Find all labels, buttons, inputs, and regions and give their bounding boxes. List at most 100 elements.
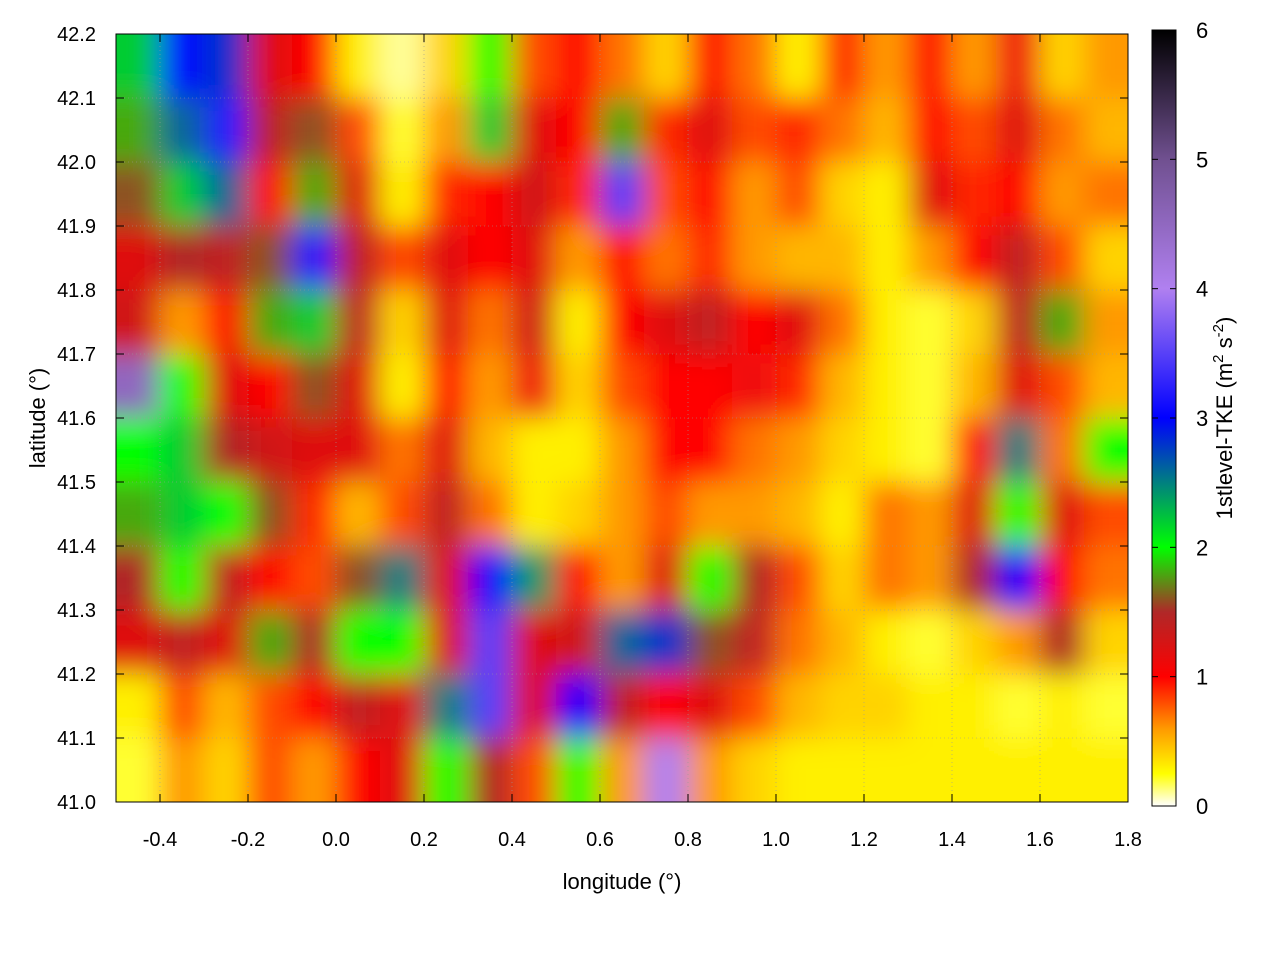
- heatmap-cell: [952, 610, 997, 675]
- heatmap-cell: [248, 482, 293, 547]
- heatmap-cell: [248, 674, 293, 739]
- heatmap-cell: [908, 162, 953, 227]
- heatmap-cell: [204, 418, 249, 483]
- heatmap-cell: [556, 546, 601, 611]
- heatmap-cell: [380, 610, 425, 675]
- heatmap-cell: [908, 34, 953, 99]
- heatmap-cell: [468, 34, 513, 99]
- heatmap-cell: [116, 226, 161, 291]
- y-tick-label: 41.6: [57, 408, 96, 430]
- heatmap-cell: [468, 546, 513, 611]
- heatmap-cell: [952, 226, 997, 291]
- heatmap-cell: [644, 226, 689, 291]
- heatmap-cell: [776, 610, 821, 675]
- x-axis-label: longitude (°): [563, 869, 682, 894]
- heatmap-cell: [556, 162, 601, 227]
- heatmap-cell: [996, 482, 1041, 547]
- heatmap-cell: [864, 674, 909, 739]
- heatmap-cell: [600, 34, 645, 99]
- heatmap-cell: [952, 98, 997, 163]
- heatmap-cell: [996, 674, 1041, 739]
- heatmap-cell: [116, 674, 161, 739]
- heatmap-cell: [1084, 226, 1128, 291]
- heatmap-cell: [952, 290, 997, 355]
- heatmap-cell: [336, 34, 381, 99]
- x-tick-label: 0.8: [674, 829, 702, 851]
- heatmap-cell: [644, 290, 689, 355]
- heatmap-cell: [1040, 610, 1085, 675]
- heatmap-cell: [160, 610, 205, 675]
- heatmap-cell: [336, 162, 381, 227]
- heatmap-cell: [116, 610, 161, 675]
- heatmap-cell: [424, 482, 469, 547]
- heatmap-cell: [864, 226, 909, 291]
- heatmap-cell: [468, 674, 513, 739]
- heatmap-cell: [776, 738, 821, 802]
- heatmap-cell: [160, 226, 205, 291]
- heatmap-cell: [600, 162, 645, 227]
- heatmap-cell: [556, 98, 601, 163]
- heatmap-cell: [732, 738, 777, 802]
- heatmap-cell: [424, 226, 469, 291]
- heatmap-cell: [996, 610, 1041, 675]
- heatmap-cell: [952, 738, 997, 802]
- heatmap-cell: [688, 98, 733, 163]
- heatmap-cell: [468, 482, 513, 547]
- heatmap-cell: [512, 674, 557, 739]
- heatmap-cell: [512, 354, 557, 419]
- heatmap-cell: [248, 290, 293, 355]
- heatmap-cell: [424, 98, 469, 163]
- heatmap-cell: [1040, 418, 1085, 483]
- heatmap-cell: [600, 354, 645, 419]
- heatmap-cell: [1040, 226, 1085, 291]
- heatmap-cell: [1084, 290, 1128, 355]
- heatmap-cell: [380, 546, 425, 611]
- heatmap-cell: [468, 162, 513, 227]
- x-tick-label: 0.2: [410, 829, 438, 851]
- heatmap-cell: [644, 418, 689, 483]
- heatmap-cell: [556, 290, 601, 355]
- x-tick-label: 1.0: [762, 829, 790, 851]
- heatmap-cell: [160, 738, 205, 802]
- heatmap-cell: [776, 290, 821, 355]
- heatmap-cell: [732, 610, 777, 675]
- heatmap-cell: [644, 482, 689, 547]
- heatmap-cell: [468, 226, 513, 291]
- heatmap-cell: [1040, 738, 1085, 802]
- heatmap-cell: [996, 34, 1041, 99]
- heatmap-cell: [292, 354, 337, 419]
- heatmap-cell: [1040, 290, 1085, 355]
- heatmap-cell: [688, 482, 733, 547]
- heatmap-cell: [864, 162, 909, 227]
- heatmap-cell: [380, 34, 425, 99]
- heatmap-cell: [292, 674, 337, 739]
- heatmap-cell: [248, 98, 293, 163]
- heatmap-cell: [688, 290, 733, 355]
- heatmap-cell: [952, 354, 997, 419]
- heatmap-cell: [292, 290, 337, 355]
- heatmap-cell: [424, 674, 469, 739]
- heatmap-cell: [512, 98, 557, 163]
- heatmap-cell: [996, 98, 1041, 163]
- heatmap-cell: [336, 98, 381, 163]
- heatmap-cell: [1084, 738, 1128, 802]
- heatmap-cell: [776, 354, 821, 419]
- x-tick-label: 1.2: [850, 829, 878, 851]
- heatmap-cell: [380, 674, 425, 739]
- heatmap-cell: [820, 482, 865, 547]
- y-tick-label: 41.2: [57, 664, 96, 686]
- y-tick-label: 42.2: [57, 24, 96, 46]
- heatmap-cell: [600, 674, 645, 739]
- heatmap-cell: [688, 162, 733, 227]
- x-tick-label: 0.0: [322, 829, 350, 851]
- x-tick-label: 1.6: [1026, 829, 1054, 851]
- heatmap-cell: [116, 354, 161, 419]
- heatmap-cell: [600, 546, 645, 611]
- heatmap-cell: [1040, 98, 1085, 163]
- heatmap-cell: [292, 738, 337, 802]
- heatmap-cell: [996, 226, 1041, 291]
- heatmap-cell: [116, 98, 161, 163]
- heatmap-cell: [336, 738, 381, 802]
- heatmap-cell: [160, 482, 205, 547]
